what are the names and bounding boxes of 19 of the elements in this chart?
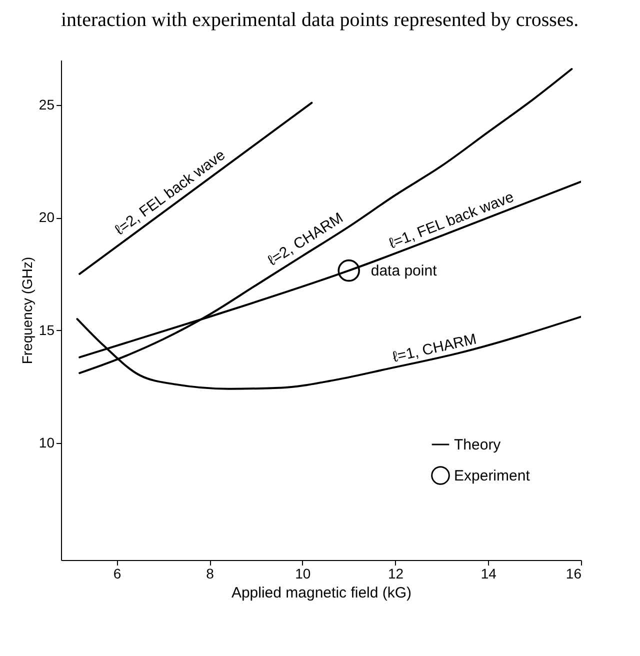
y-tick-label: 25 <box>38 96 55 113</box>
x-tick-label: 14 <box>480 566 497 582</box>
x-tick-label: 8 <box>206 566 214 582</box>
legend-label: Theory <box>454 436 502 454</box>
annotation: ℓ=2, FEL back wave <box>112 146 229 239</box>
y-tick-label: 20 <box>38 209 55 226</box>
y-axis-title: Frequency (GHz) <box>18 256 35 364</box>
x-tick-label: 6 <box>113 566 122 582</box>
legend-label: Experiment <box>454 468 531 484</box>
chart-title: interaction with experimental data points represented by crosses. <box>61 9 579 31</box>
x-axis-title: Applied magnetic field (kG) <box>231 584 412 602</box>
annotation: data point <box>370 262 438 280</box>
x-tick-label: 16 <box>566 566 582 582</box>
annotation: ℓ=1, CHARM <box>391 330 478 366</box>
annotation: ℓ=1, FEL back wave <box>386 188 516 252</box>
x-tick-label: 10 <box>295 566 311 582</box>
y-tick-label: 15 <box>38 322 55 338</box>
y-tick-label: 10 <box>38 434 55 450</box>
x-tick-label: 12 <box>388 566 404 582</box>
